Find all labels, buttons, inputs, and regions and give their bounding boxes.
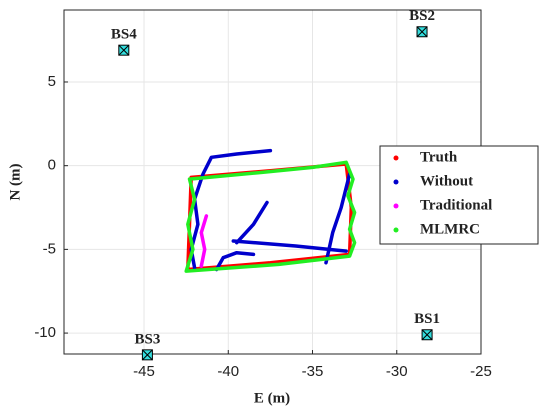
y-axis-label: N (m) (7, 163, 23, 200)
station-cross (416, 26, 428, 38)
legend-label: Traditional (420, 197, 492, 213)
legend-label: Without (420, 173, 473, 189)
x-tick-label: -30 (386, 363, 408, 380)
y-tick-label: -10 (34, 324, 56, 341)
legend-marker (393, 227, 399, 233)
trajectory (199, 214, 209, 268)
station-label: BS1 (414, 311, 440, 327)
x-tick-label: -40 (217, 363, 239, 380)
station-label: BS2 (409, 8, 435, 24)
x-tick-label: -45 (133, 363, 155, 380)
legend-marker (393, 155, 399, 161)
legend-marker (393, 203, 399, 209)
y-tick-label: 0 (48, 157, 56, 174)
trajectory (189, 148, 352, 272)
legend-marker (393, 179, 399, 185)
trajectory (184, 160, 357, 273)
station-label: BS3 (134, 331, 160, 347)
station-cross (421, 329, 433, 341)
station-cross (118, 44, 130, 56)
x-tick-label: -25 (470, 363, 492, 380)
station-cross (142, 349, 153, 361)
x-axis-label: E (m) (254, 390, 290, 406)
y-tick-label: -5 (43, 240, 56, 257)
legend-label: MLMRC (420, 221, 480, 237)
legend-box (379, 145, 539, 245)
y-tick-label: 5 (48, 73, 56, 90)
x-tick-label: -35 (302, 363, 324, 380)
legend-label: Truth (420, 149, 458, 165)
station-label: BS4 (111, 27, 137, 43)
